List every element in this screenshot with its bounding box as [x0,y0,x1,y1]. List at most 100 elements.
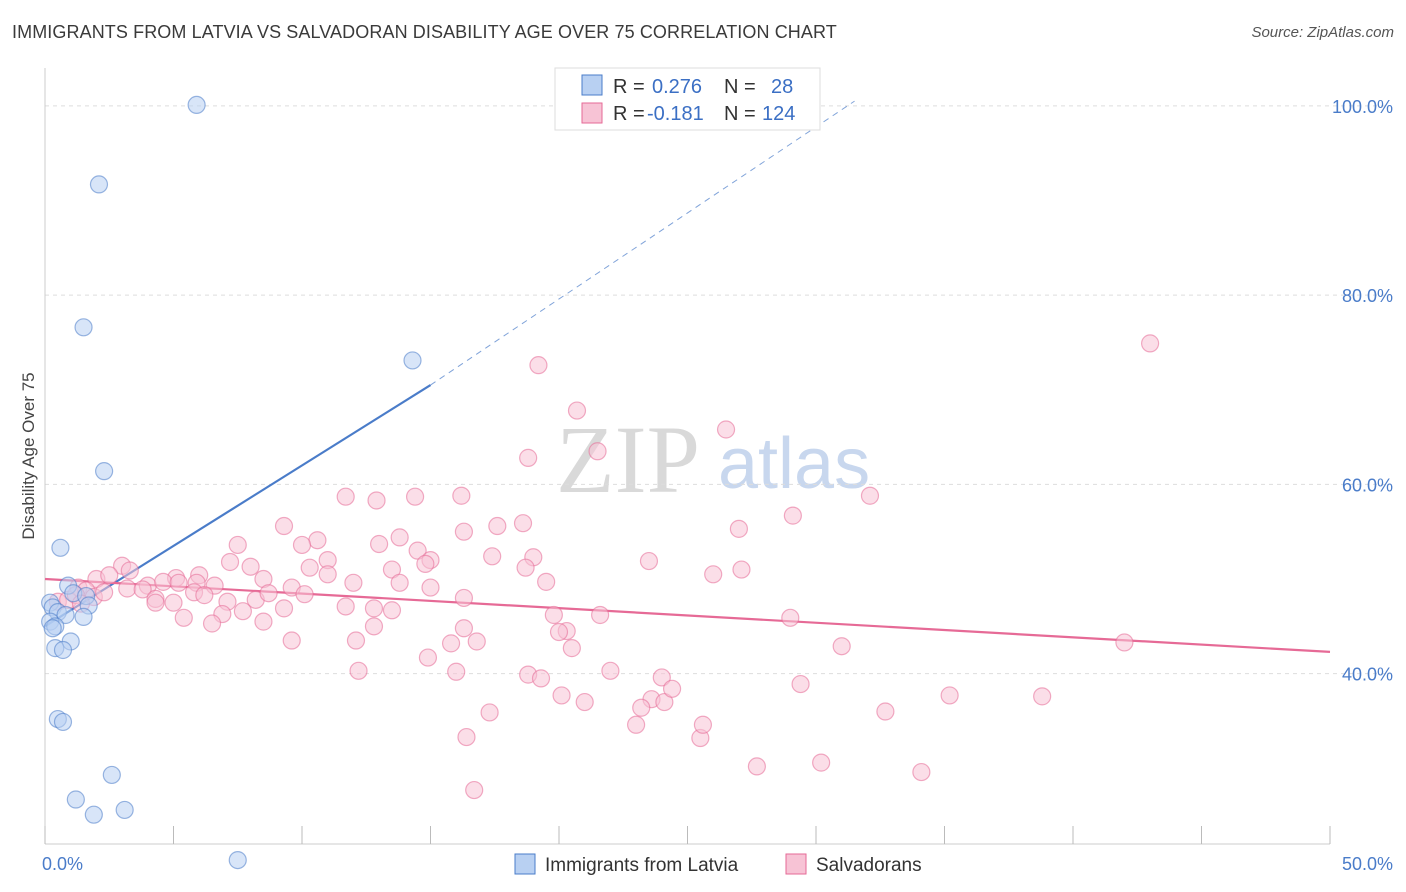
latvia-points [41,95,422,870]
salvadoran-point [812,753,831,772]
salvadoran-point [300,558,319,577]
salvadoran-point [531,669,551,688]
salvadoran-point [346,631,366,650]
salvadoran-point [100,566,119,585]
salvadoran-point [95,583,114,602]
salvadoran-point [781,608,800,627]
salvadoran-point [416,554,435,573]
salvadoran-point [336,487,355,506]
watermark-zip: ZIP [556,406,700,513]
salvadoran-point [529,356,548,375]
x-tick-label: 50.0% [1342,854,1393,874]
latvia-point [53,640,73,660]
salvadoran-point [537,572,556,591]
y-tick-label: 40.0% [1342,665,1393,685]
salvadoran-point [591,605,610,625]
salvadoran-point [292,535,312,555]
salvadoran-point [732,560,751,579]
legend-r-label-1: R = [613,76,645,98]
salvadoran-point [282,631,301,650]
salvadoran-point [120,561,139,580]
latvia-point [66,790,85,809]
salvadoran-point [729,519,749,538]
salvadoran-point [454,522,474,541]
salvadoran-point [233,602,252,621]
salvadoran-point [601,661,620,680]
salvadoran-point [783,506,802,525]
salvadoran-point [367,491,386,510]
series-swatch-latvia [514,853,536,875]
salvadoran-point [441,634,461,653]
salvadoran-point [220,552,240,572]
salvadoran-point [154,572,173,591]
salvadoran-point [349,661,368,680]
latvia-point [56,605,75,625]
salvadoran-point [447,662,466,681]
x-tick-label: 0.0% [42,854,83,874]
salvadoran-point [390,573,409,592]
x-tick-labels: 0.0% 50.0% [42,854,1393,874]
salvadoran-point [549,622,569,642]
x-axis-ticks [44,826,1331,844]
salvadoran-point [454,588,474,608]
legend-r-value-2: -0.181 [647,103,704,125]
salvadoran-point [382,601,402,620]
legend-n-value-2: 124 [762,103,795,125]
watermark-atlas: atlas [718,424,870,504]
latvia-point [228,850,247,870]
series-swatch-salvadorans [785,853,807,875]
chart-title: IMMIGRANTS FROM LATVIA VS SALVADORAN DIS… [12,22,837,42]
y-tick-labels: 100.0% 80.0% 60.0% 40.0% [1332,97,1393,685]
salvadoran-point [544,605,563,625]
salvadoran-point [174,608,193,627]
latvia-point [43,619,62,638]
salvadoran-point [567,401,587,420]
salvadoran-point [421,578,440,597]
salvadoran-point [791,674,810,694]
salvadoran-point [195,586,214,605]
y-axis-label: Disability Age Over 75 [19,372,38,539]
salvadoran-point [164,593,183,612]
salvadoran-point [405,487,425,506]
salvadoran-point [452,486,471,505]
gridlines [45,105,1390,675]
salvadoran-point [639,551,659,571]
legend-n-label-1: N = [724,76,756,98]
source-credit: Source: ZipAtlas.com [1251,24,1394,41]
salvadoran-point [704,565,723,584]
salvadoran-point [370,534,389,554]
series-legend: Immigrants from Latvia Salvadorans [514,853,922,876]
series-label-latvia: Immigrants from Latvia [545,855,739,876]
legend-r-value-1: 0.276 [652,76,702,98]
salvadoran-point [241,557,260,576]
salvadoran-point [274,516,294,536]
salvadoran-point [336,597,355,616]
y-tick-label: 100.0% [1332,97,1393,117]
salvadoran-point [860,486,880,505]
salvadoran-point [716,420,736,439]
latvia-point [89,175,109,194]
salvadoran-point [318,565,337,584]
latvia-point [95,462,114,481]
salvadoran-point [465,780,484,800]
salvadoran-point [118,579,137,598]
salvadoran-point [344,573,363,592]
salvadoran-point [832,637,851,656]
salvadoran-point [146,593,165,612]
trend-lines [44,100,1331,653]
legend-swatch-salvadorans [581,102,603,124]
series-label-salvadorans: Salvadorans [816,855,922,876]
salvadoran-point [364,617,384,636]
salvadoran-point [202,614,222,633]
latvia-point [51,538,70,557]
salvadoran-point [483,547,502,566]
salvadoran-point [467,632,486,651]
legend-r-label-2: R = [613,103,645,125]
salvadoran-point [259,584,278,603]
salvadoran-point [418,648,438,667]
salvadoran-point [626,715,646,734]
salvadoran-point [632,698,651,717]
latvia-trend-extension [430,100,855,386]
salvadoran-point [308,531,327,550]
